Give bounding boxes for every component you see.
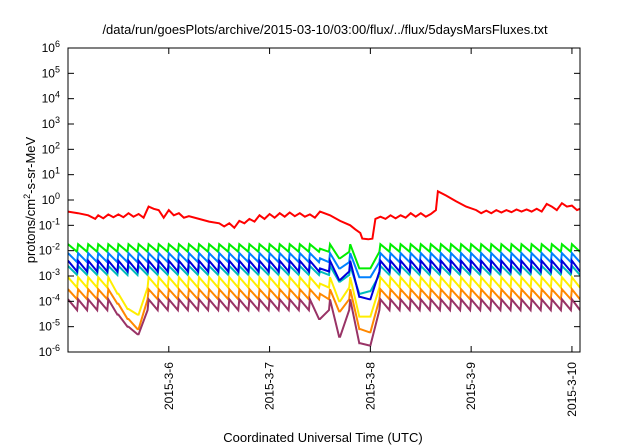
y-tick-label: 105 xyxy=(42,64,60,80)
series-line-7 xyxy=(68,295,580,347)
x-tick-label: 2015-3-9 xyxy=(464,362,478,410)
x-tick-label: 2015-3-7 xyxy=(263,362,277,410)
x-axis-label: Coordinated Universal Time (UTC) xyxy=(223,430,422,445)
y-tick-label: 103 xyxy=(42,115,60,131)
series-line-0 xyxy=(68,189,580,241)
series-line-6 xyxy=(68,286,580,334)
x-tick-label: 2015-3-8 xyxy=(363,362,377,410)
series-line-3 xyxy=(68,262,580,295)
y-axis-label-sup: 2 xyxy=(22,194,32,199)
y-tick-label: 10-6 xyxy=(39,343,60,359)
series-line-2 xyxy=(68,250,580,279)
series-line-5 xyxy=(68,273,580,318)
y-tick-label: 100 xyxy=(42,191,60,207)
y-tick-label: 104 xyxy=(42,90,60,106)
y-tick-label: 102 xyxy=(42,140,60,156)
series-line-4 xyxy=(68,256,580,301)
y-tick-label: 10-3 xyxy=(39,267,60,283)
x-axis-ticks: 2015-3-6 2015-3-7 2015-3-8 2015-3-9 2015-3-1… xyxy=(162,48,579,417)
x-tick-label: 2015-3-6 xyxy=(162,362,176,410)
y-axis-label-base: protons/cm xyxy=(23,199,38,263)
y-tick-label: 10-5 xyxy=(39,318,60,334)
x-tick-label: 2015-3-10 xyxy=(565,362,579,417)
y-axis-ticks: 10-6 10-5 10-4 10-3 10-2 10-1 100 101 102 103 104 1… xyxy=(39,39,580,359)
y-tick-label: 10-4 xyxy=(39,292,60,308)
y-axis-label-rest: -s-sr-MeV xyxy=(23,136,38,193)
series-line-1 xyxy=(68,241,580,270)
y-tick-label: 10-2 xyxy=(39,242,60,258)
series-layer xyxy=(68,189,580,347)
y-tick-label: 106 xyxy=(42,39,60,55)
chart-title: /data/run/goesPlots/archive/2015-03-10/0… xyxy=(102,22,548,37)
y-axis-label: protons/cm2-s-sr-MeV xyxy=(22,136,38,263)
y-tick-label: 10-1 xyxy=(39,216,60,232)
y-tick-label: 101 xyxy=(42,166,60,182)
